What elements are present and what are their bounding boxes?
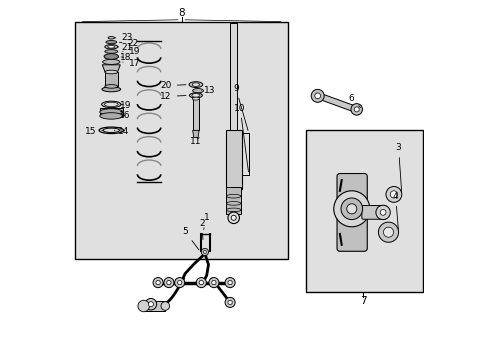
Circle shape: [310, 89, 324, 102]
Circle shape: [224, 297, 235, 307]
Polygon shape: [317, 93, 356, 112]
Text: 9: 9: [232, 84, 247, 131]
Circle shape: [148, 302, 153, 307]
Circle shape: [163, 278, 174, 288]
Text: 12: 12: [160, 92, 185, 101]
Text: 2: 2: [199, 219, 204, 239]
Text: 23: 23: [114, 33, 132, 42]
Bar: [104, 72, 118, 86]
Circle shape: [208, 278, 219, 288]
Bar: [100, 108, 122, 116]
Text: 15: 15: [84, 127, 102, 136]
Circle shape: [227, 280, 232, 285]
Text: 17: 17: [122, 59, 140, 68]
Circle shape: [333, 191, 369, 227]
Ellipse shape: [104, 45, 118, 49]
Ellipse shape: [192, 83, 199, 86]
Text: 22: 22: [119, 39, 139, 48]
Ellipse shape: [192, 97, 199, 100]
Text: 11: 11: [189, 137, 201, 146]
Ellipse shape: [102, 87, 121, 92]
Text: 16: 16: [119, 112, 130, 120]
Circle shape: [383, 227, 393, 237]
Text: 19: 19: [120, 101, 132, 110]
Ellipse shape: [102, 101, 121, 108]
Circle shape: [340, 198, 362, 220]
Circle shape: [378, 222, 398, 242]
Text: 7: 7: [359, 296, 366, 306]
Circle shape: [346, 204, 356, 214]
Text: 13: 13: [201, 86, 215, 95]
FancyBboxPatch shape: [336, 174, 366, 251]
Circle shape: [161, 302, 169, 310]
Circle shape: [375, 205, 389, 220]
FancyBboxPatch shape: [361, 206, 386, 219]
Bar: [192, 99, 199, 130]
Ellipse shape: [192, 89, 203, 93]
Ellipse shape: [106, 41, 117, 44]
Text: 20: 20: [160, 81, 185, 90]
Ellipse shape: [102, 59, 120, 64]
Circle shape: [203, 251, 206, 253]
Circle shape: [231, 215, 236, 220]
Ellipse shape: [100, 113, 122, 119]
Ellipse shape: [104, 50, 118, 53]
Circle shape: [385, 186, 401, 202]
Text: 6: 6: [347, 94, 360, 107]
Ellipse shape: [108, 37, 114, 39]
Circle shape: [177, 280, 182, 285]
Bar: [225, 130, 241, 189]
Text: 21: 21: [118, 43, 132, 52]
Circle shape: [389, 191, 397, 198]
Circle shape: [224, 278, 235, 288]
Circle shape: [145, 298, 156, 310]
Polygon shape: [102, 65, 120, 81]
Polygon shape: [192, 130, 199, 138]
Circle shape: [166, 280, 171, 285]
Circle shape: [174, 278, 184, 288]
Bar: [226, 187, 241, 214]
Ellipse shape: [104, 70, 118, 74]
Circle shape: [201, 248, 208, 256]
Circle shape: [227, 212, 239, 224]
Circle shape: [138, 300, 149, 312]
Circle shape: [199, 280, 203, 285]
Ellipse shape: [189, 82, 203, 87]
Text: 14: 14: [114, 127, 129, 136]
Text: 8: 8: [178, 8, 184, 18]
Circle shape: [196, 278, 206, 288]
Text: 5: 5: [182, 227, 199, 250]
Circle shape: [350, 104, 362, 115]
Ellipse shape: [104, 102, 118, 107]
Circle shape: [156, 280, 160, 285]
Circle shape: [227, 300, 232, 305]
Bar: [75, 22, 287, 259]
Bar: [144, 301, 164, 311]
Ellipse shape: [104, 54, 118, 59]
Text: 4: 4: [392, 192, 398, 229]
Ellipse shape: [192, 94, 200, 97]
Text: 19: 19: [122, 47, 140, 56]
Ellipse shape: [107, 46, 115, 48]
Ellipse shape: [100, 109, 122, 115]
Ellipse shape: [189, 93, 202, 98]
Ellipse shape: [104, 85, 118, 88]
Text: 1: 1: [203, 213, 209, 229]
Circle shape: [153, 278, 163, 288]
Bar: [305, 130, 422, 292]
Text: 3: 3: [395, 143, 401, 192]
Circle shape: [314, 93, 320, 99]
Circle shape: [353, 107, 359, 112]
Circle shape: [380, 210, 385, 215]
Bar: [230, 23, 237, 135]
Text: 10: 10: [234, 104, 248, 172]
Text: 18: 18: [120, 53, 132, 62]
Circle shape: [211, 280, 216, 285]
